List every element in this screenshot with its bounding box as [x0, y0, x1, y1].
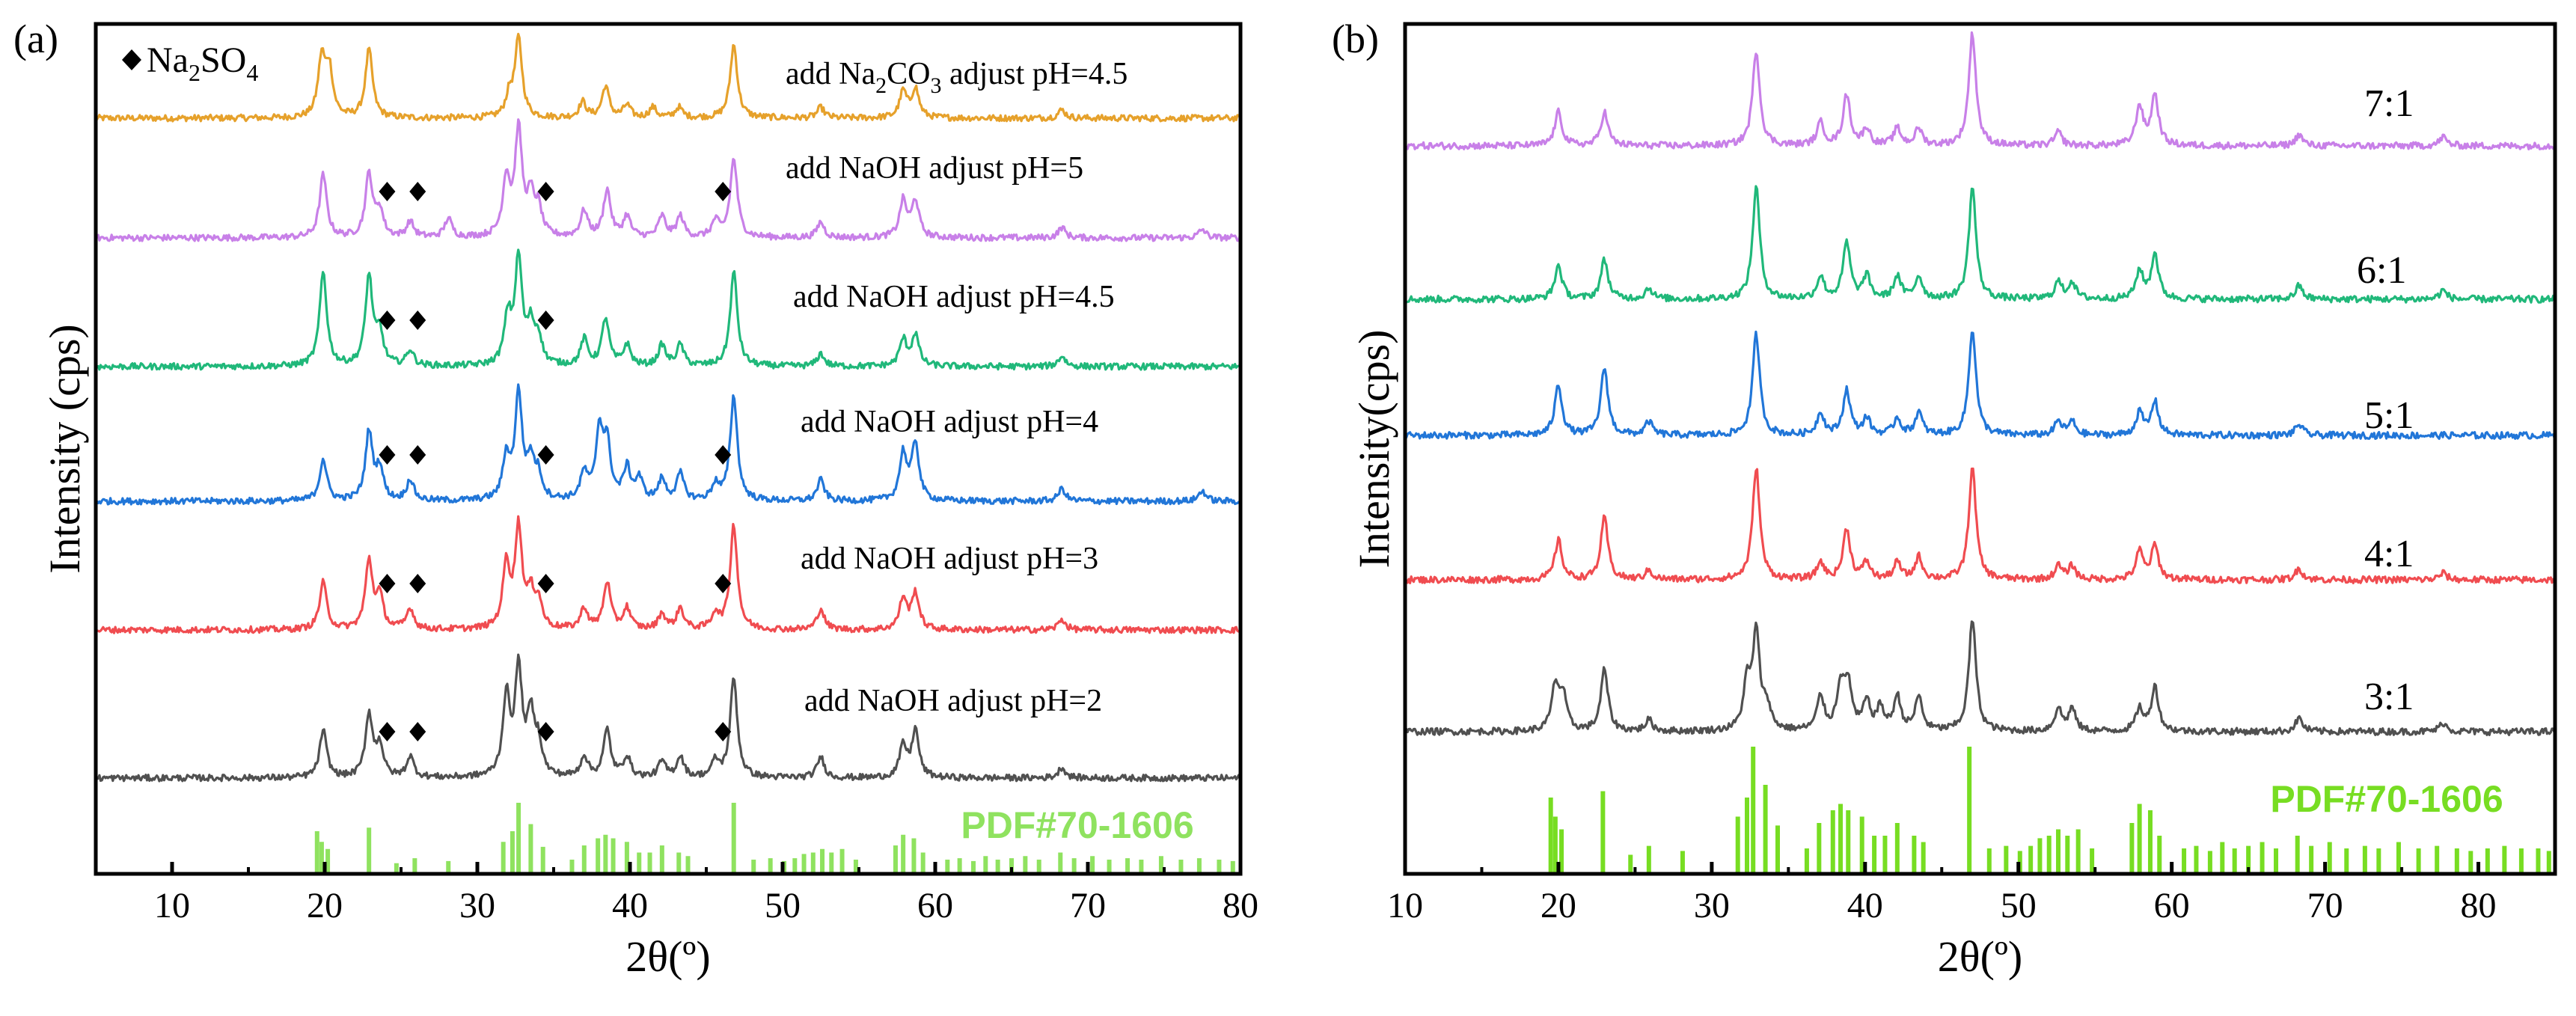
trace-label: add NaOH adjust pH=4	[801, 405, 1098, 439]
x-tick-label: 40	[612, 886, 648, 925]
na2so4-marker	[379, 182, 396, 201]
x-tick-label: 80	[2461, 886, 2497, 925]
x-tick-label: 80	[1223, 886, 1258, 925]
y-axis-title: Intensity(cps)	[1350, 330, 1398, 569]
trace-label: 7:1	[2364, 82, 2414, 125]
na2so4-marker	[379, 722, 396, 741]
na2so4-marker	[715, 574, 732, 593]
x-tick-label: 60	[917, 886, 953, 925]
na2so4-marker	[537, 182, 554, 201]
xrd-trace	[94, 653, 1241, 783]
xrd-trace	[1404, 467, 2556, 584]
na2so4-marker	[409, 722, 426, 741]
na2so4-marker	[409, 445, 426, 465]
na2so4-marker	[409, 182, 426, 201]
xrd-trace	[1404, 330, 2556, 440]
na2so4-marker	[537, 574, 554, 593]
x-axis-title: 2θ(º)	[1938, 932, 2022, 981]
na2so4-marker	[379, 445, 396, 465]
trace-label: add Na2CO3 adjust pH=4.5	[786, 57, 1128, 98]
y-axis-title: Intensity (cps)	[40, 324, 89, 573]
na2so4-marker	[715, 445, 732, 465]
xrd-trace	[95, 383, 1240, 506]
x-tick-label: 20	[307, 886, 343, 925]
x-tick-label: 50	[2001, 886, 2037, 925]
x-tick-label: 70	[2307, 886, 2343, 925]
panel-label: (b)	[1332, 16, 1379, 61]
na2so4-marker	[715, 722, 732, 741]
trace-label: 5:1	[2364, 394, 2414, 437]
na2so4-marker	[537, 722, 554, 741]
x-axis-title: 2θ(º)	[625, 932, 710, 981]
trace-label: add NaOH adjust pH=4.5	[793, 280, 1115, 314]
panel-a-chart: PDF#70-1606 add Na2CO3 adjust pH=4.5 add N…	[13, 16, 1258, 981]
x-tick-label: 10	[154, 886, 190, 925]
x-tick-label: 20	[1541, 886, 1576, 925]
plot-frame	[94, 22, 1243, 876]
x-tick-label: 10	[1387, 886, 1423, 925]
trace-label: add NaOH adjust pH=2	[804, 684, 1102, 718]
na2so4-marker	[409, 310, 426, 330]
na2so4-marker	[715, 182, 732, 201]
x-tick-label: 30	[1694, 886, 1730, 925]
reference-label: PDF#70-1606	[961, 804, 1193, 846]
legend-label: Na2SO4	[147, 40, 258, 86]
na2so4-marker	[379, 310, 396, 330]
na2so4-marker	[379, 574, 396, 593]
na2so4-marker	[409, 574, 426, 593]
x-tick-label: 60	[2154, 886, 2190, 925]
trace-label: 3:1	[2364, 676, 2414, 718]
panel-b-chart: PDF#70-1606 7:1 6:1 5:1 4:1 3:1 10 20 30 40 50 60 70…	[1332, 16, 2557, 981]
legend: Na2SO4	[122, 40, 258, 86]
xrd-trace	[1404, 185, 2556, 304]
na2so4-marker	[537, 445, 554, 465]
xrd-trace	[1404, 620, 2556, 736]
trace-label: 6:1	[2357, 249, 2406, 292]
xrd-trace	[1404, 31, 2556, 150]
xrd-trace	[94, 32, 1241, 123]
xrd-trace	[94, 248, 1240, 371]
trace-label: add NaOH adjust pH=5	[786, 151, 1083, 186]
legend-diamond-icon	[122, 49, 141, 70]
reference-pattern	[314, 803, 1235, 874]
trace-label: add NaOH adjust pH=3	[801, 542, 1098, 576]
reference-label: PDF#70-1606	[2270, 778, 2503, 820]
xrd-trace	[94, 515, 1241, 634]
x-tick-label: 50	[765, 886, 801, 925]
x-tick-label: 30	[459, 886, 495, 925]
trace-label: 4:1	[2364, 533, 2414, 575]
x-tick-label: 40	[1847, 886, 1883, 925]
x-tick-label: 70	[1070, 886, 1106, 925]
xrd-trace	[94, 118, 1241, 242]
na2so4-marker	[537, 310, 554, 330]
panel-label: (a)	[13, 16, 58, 61]
plot-frame	[1403, 22, 2557, 876]
